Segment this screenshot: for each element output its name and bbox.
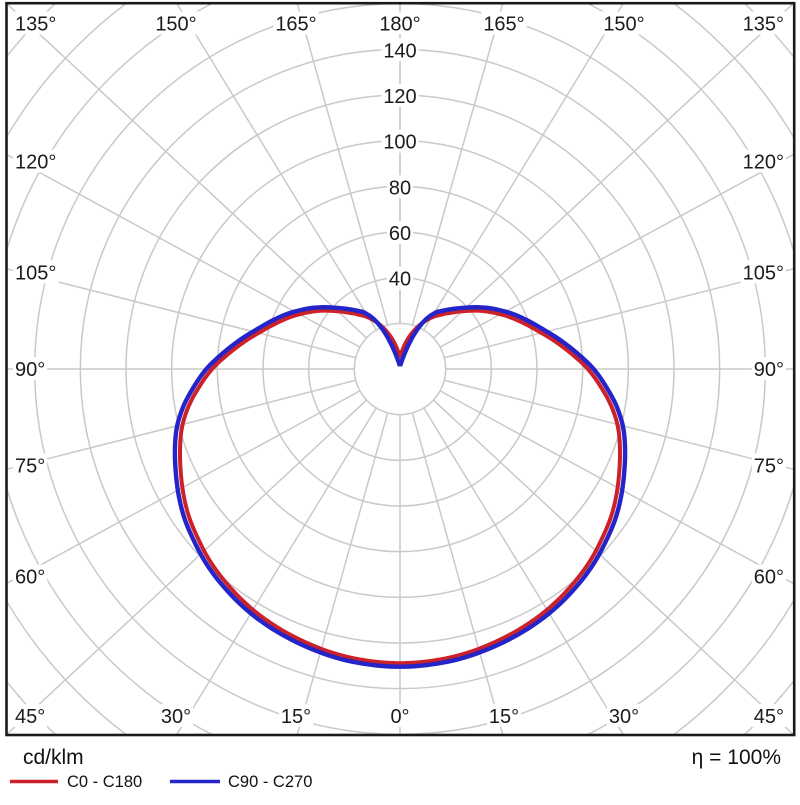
svg-text:η = 100%: η = 100% [692,746,781,769]
svg-text:30°: 30° [609,706,639,728]
svg-text:105°: 105° [15,262,56,284]
svg-text:C90 - C270: C90 - C270 [228,773,312,791]
svg-text:0°: 0° [390,706,409,728]
svg-text:15°: 15° [489,706,519,728]
svg-text:45°: 45° [754,706,784,728]
svg-text:45°: 45° [15,706,45,728]
svg-text:60°: 60° [754,567,784,589]
svg-text:C0 - C180: C0 - C180 [67,773,142,791]
svg-text:30°: 30° [161,706,191,728]
svg-text:140: 140 [383,40,416,62]
svg-text:100: 100 [383,132,416,154]
svg-text:135°: 135° [743,14,784,36]
svg-text:120°: 120° [15,152,56,174]
svg-text:150°: 150° [603,14,644,36]
svg-text:90°: 90° [15,359,45,381]
svg-text:135°: 135° [15,14,56,36]
svg-text:75°: 75° [15,456,45,478]
svg-text:15°: 15° [281,706,311,728]
svg-text:165°: 165° [483,14,524,36]
svg-text:150°: 150° [155,14,196,36]
svg-text:105°: 105° [743,262,784,284]
svg-text:60: 60 [389,223,411,245]
svg-text:80: 80 [389,177,411,199]
svg-text:120: 120 [383,86,416,108]
svg-text:90°: 90° [754,359,784,381]
svg-text:40: 40 [389,269,411,291]
svg-text:75°: 75° [754,456,784,478]
svg-text:165°: 165° [275,14,316,36]
svg-text:60°: 60° [15,567,45,589]
svg-text:180°: 180° [379,14,420,36]
svg-text:120°: 120° [743,152,784,174]
svg-text:cd/klm: cd/klm [23,746,84,769]
